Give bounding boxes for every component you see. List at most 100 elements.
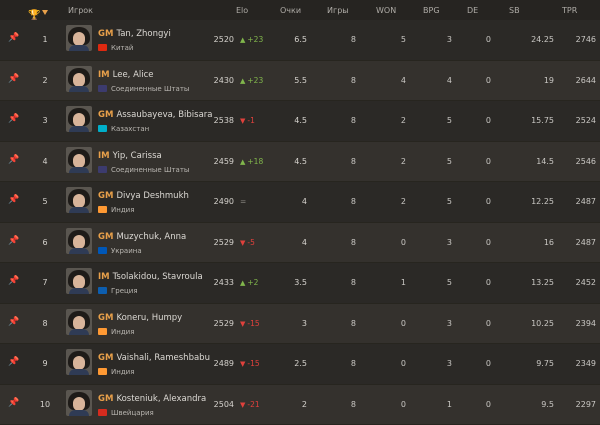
player-games: 8: [340, 197, 356, 206]
player-elo: 2430: [212, 76, 234, 85]
player-games: 8: [340, 76, 356, 85]
player-games: 8: [340, 400, 356, 409]
flag-icon: [98, 125, 107, 132]
column-player[interactable]: Игрок: [68, 6, 93, 15]
avatar[interactable]: [66, 228, 92, 254]
column-games[interactable]: Игры: [327, 6, 349, 15]
pin-icon[interactable]: 📌: [8, 33, 18, 43]
column-elo[interactable]: Elo: [236, 6, 248, 15]
player-name[interactable]: Tsolakidou, Stavroula: [113, 272, 203, 282]
player-de: 0: [481, 278, 491, 287]
pin-icon[interactable]: 📌: [8, 317, 18, 327]
flag-icon: [98, 328, 107, 335]
player-sb: 24.25: [524, 35, 554, 44]
player-de: 0: [481, 319, 491, 328]
player-country: Казахстан: [98, 125, 149, 133]
player-country: Индия: [98, 206, 134, 214]
pin-icon[interactable]: 📌: [8, 195, 18, 205]
player-bpg: 5: [440, 157, 452, 166]
player-sb: 9.75: [524, 359, 554, 368]
column-bpg[interactable]: BPG: [423, 6, 440, 15]
player-sb: 12.25: [524, 197, 554, 206]
standings-header: 🏆 Игрок Elo Очки Игры WON BPG DE SB TPR: [0, 0, 600, 21]
player-sb: 15.75: [524, 116, 554, 125]
column-de[interactable]: DE: [467, 6, 478, 15]
player-name[interactable]: Tan, Zhongyi: [116, 29, 170, 39]
player-de: 0: [481, 400, 491, 409]
column-won[interactable]: WON: [376, 6, 396, 15]
player-title: GM: [98, 353, 113, 363]
rating-change-value: +23: [247, 35, 263, 44]
player-name[interactable]: Yip, Carissa: [113, 151, 162, 161]
flag-icon: [98, 287, 107, 294]
avatar[interactable]: [66, 309, 92, 335]
arrow-up-icon: ▲: [240, 158, 245, 166]
avatar[interactable]: [66, 268, 92, 294]
country-name: Соединенные Штаты: [111, 166, 189, 174]
pin-icon[interactable]: 📌: [8, 357, 18, 367]
pin-icon[interactable]: 📌: [8, 155, 18, 165]
rating-change-value: =: [240, 197, 246, 206]
avatar[interactable]: [66, 349, 92, 375]
player-points: 3: [285, 319, 307, 328]
avatar[interactable]: [66, 147, 92, 173]
player-rank: 5: [38, 197, 52, 206]
player-name[interactable]: Lee, Alice: [113, 70, 154, 80]
column-tpr[interactable]: TPR: [562, 6, 577, 15]
player-tpr: 2487: [572, 238, 596, 247]
player-name[interactable]: Vaishali, Rameshbabu: [116, 353, 210, 363]
pin-icon[interactable]: 📌: [8, 276, 18, 286]
avatar[interactable]: [66, 106, 92, 132]
avatar[interactable]: [66, 390, 92, 416]
avatar[interactable]: [66, 187, 92, 213]
pin-icon[interactable]: 📌: [8, 236, 18, 246]
arrow-up-icon: ▲: [240, 279, 245, 287]
country-name: Китай: [111, 44, 133, 52]
player-rank: 4: [38, 157, 52, 166]
player-bpg: 4: [440, 76, 452, 85]
player-name[interactable]: Divya Deshmukh: [116, 191, 188, 201]
avatar[interactable]: [66, 66, 92, 92]
arrow-down-icon: ▼: [240, 360, 245, 368]
player-name[interactable]: Koneru, Humpy: [116, 313, 182, 323]
player-country: Греция: [98, 287, 138, 295]
column-points[interactable]: Очки: [280, 6, 301, 15]
sort-button[interactable]: 🏆: [28, 4, 54, 16]
player-rank: 8: [38, 319, 52, 328]
player-rank: 7: [38, 278, 52, 287]
player-name[interactable]: Kosteniuk, Alexandra: [116, 394, 206, 404]
flag-icon: [98, 368, 107, 375]
rating-change: ▼-15: [240, 319, 260, 328]
pin-icon[interactable]: 📌: [8, 74, 18, 84]
arrow-down-icon: ▼: [240, 117, 245, 125]
player-name[interactable]: Muzychuk, Anna: [116, 232, 186, 242]
column-sb[interactable]: SB: [509, 6, 520, 15]
country-name: Соединенные Штаты: [111, 85, 189, 93]
pin-icon[interactable]: 📌: [8, 114, 18, 124]
avatar[interactable]: [66, 25, 92, 51]
player-name[interactable]: Assaubayeva, Bibisara: [116, 110, 212, 120]
player-bpg: 3: [440, 359, 452, 368]
pin-icon[interactable]: 📌: [8, 398, 18, 408]
flag-icon: [98, 166, 107, 173]
